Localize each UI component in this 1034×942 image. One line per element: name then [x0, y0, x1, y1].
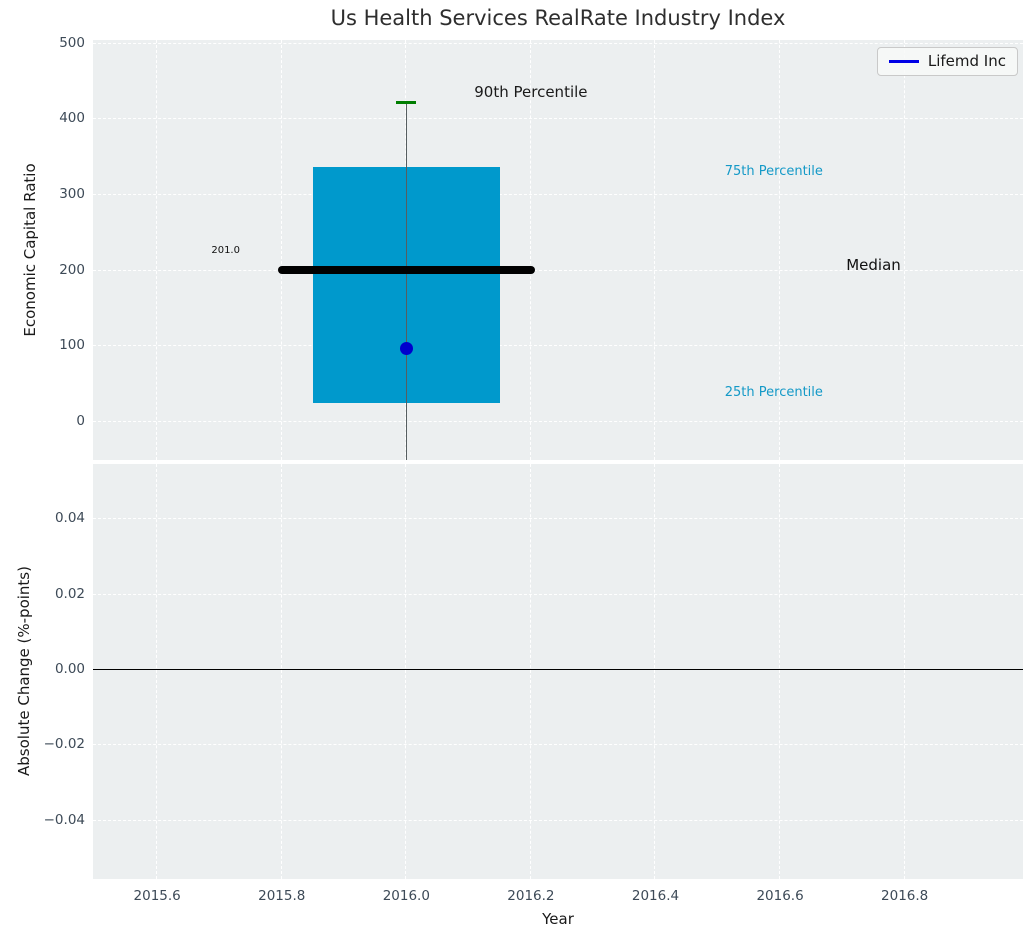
legend-label: Lifemd Inc [927, 52, 1006, 70]
chart-title: Us Health Services RealRate Industry Ind… [330, 6, 786, 30]
y-axis-label-top: Economic Capital Ratio [21, 163, 39, 337]
axes-background [93, 40, 1023, 460]
legend-line-swatch [888, 59, 919, 63]
y-tick-label: −0.04 [43, 811, 85, 828]
gridline-vertical [779, 464, 781, 879]
y-tick-label: 0.00 [54, 660, 85, 677]
gridline-horizontal [93, 744, 1023, 746]
y-tick-label: 0.02 [54, 585, 85, 602]
y-tick-label: 0.04 [54, 510, 85, 527]
gridline-vertical [529, 40, 531, 460]
y-tick-label: 0 [76, 413, 85, 430]
gridline-vertical [654, 40, 656, 460]
legend: Lifemd Inc [876, 47, 1018, 76]
x-tick-label: 2016.6 [756, 888, 804, 904]
y-tick-label: 200 [59, 261, 85, 278]
gridline-vertical [156, 464, 158, 879]
x-tick-label: 2015.6 [133, 888, 181, 904]
y-tick-label: 300 [59, 186, 85, 203]
x-tick-label: 2016.0 [382, 888, 430, 904]
annotation-median: Median [846, 256, 901, 275]
gridline-horizontal [93, 42, 1023, 44]
x-tick-label: 2016.8 [881, 888, 929, 904]
cap-90th-percentile [396, 100, 417, 104]
gridline-horizontal [93, 819, 1023, 821]
x-tick-label: 2016.4 [631, 888, 680, 904]
annotation-75th-percentile: 75th Percentile [724, 163, 823, 179]
gridline-vertical [903, 464, 905, 879]
gridline-vertical [280, 40, 282, 460]
median-line [278, 266, 535, 275]
gridline-horizontal [93, 345, 1023, 347]
annotation-median-value: 201.0 [211, 245, 240, 257]
gridline-horizontal [93, 593, 1023, 595]
y-tick-label: 500 [59, 34, 85, 51]
gridline-vertical [405, 464, 407, 879]
gridline-vertical [779, 40, 781, 460]
gridline-vertical [654, 464, 656, 879]
annotation-90th-percentile: 90th Percentile [474, 82, 588, 101]
company-point [399, 341, 413, 355]
gridline-horizontal [93, 421, 1023, 423]
zero-line [93, 668, 1023, 670]
x-tick-label: 2015.8 [258, 888, 306, 904]
axes-background [93, 464, 1023, 879]
annotation-25th-percentile: 25th Percentile [724, 384, 823, 400]
gridline-vertical [156, 40, 158, 460]
y-tick-label: 100 [59, 337, 85, 354]
x-axis-label: Year [542, 910, 574, 928]
y-tick-label: −0.02 [43, 736, 85, 753]
gridline-vertical [529, 464, 531, 879]
gridline-horizontal [93, 518, 1023, 520]
gridline-horizontal [93, 194, 1023, 196]
gridline-horizontal [93, 118, 1023, 120]
y-axis-label-bottom: Absolute Change (%-points) [15, 566, 33, 776]
gridline-vertical [280, 464, 282, 879]
x-tick-label: 2016.2 [507, 888, 555, 904]
whisker-line [405, 102, 408, 460]
gridline-vertical [903, 40, 905, 460]
y-tick-label: 400 [59, 110, 85, 127]
gridline-horizontal [93, 269, 1023, 271]
